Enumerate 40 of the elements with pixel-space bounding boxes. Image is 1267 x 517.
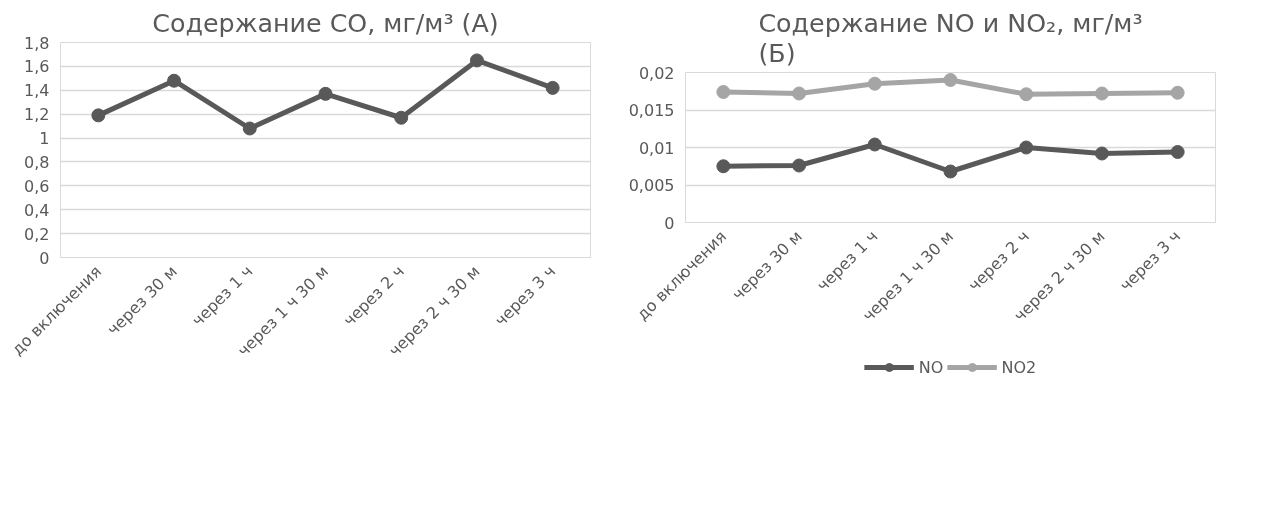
y-tick-label: 0,015 <box>628 101 675 120</box>
point <box>469 53 484 68</box>
point <box>943 73 958 87</box>
point <box>1019 140 1034 155</box>
y-tick-label: 0,02 <box>638 63 675 83</box>
point <box>1170 85 1185 100</box>
y-tick-label: 0,8 <box>24 152 50 172</box>
point <box>792 158 807 173</box>
chart-title: Содержание CO, мг/м³ (А) <box>152 7 499 38</box>
y-tick-label: 0 <box>664 213 675 233</box>
legend-label: NO <box>918 357 944 377</box>
y-tick-label: 1,2 <box>24 105 50 125</box>
y-tick-label: 0,005 <box>628 176 675 195</box>
point <box>1170 145 1185 159</box>
point <box>91 108 106 123</box>
y-tick-label: 1,6 <box>24 57 50 77</box>
point <box>716 159 731 174</box>
point <box>867 137 882 152</box>
y-tick-label: 1,8 <box>24 33 50 53</box>
point <box>318 86 333 101</box>
point <box>242 121 257 136</box>
y-tick-label: 0,6 <box>24 176 50 196</box>
point <box>545 80 560 95</box>
point <box>1094 86 1109 101</box>
chart-title: Содержание NO и NO₂, мг/м³ (Б) <box>758 7 1143 68</box>
point <box>394 110 409 125</box>
point <box>716 85 731 99</box>
point <box>867 76 882 91</box>
point <box>167 73 182 88</box>
y-tick-label: 0 <box>39 248 50 268</box>
y-tick-label: 0,01 <box>638 138 675 158</box>
legend-label: NO2 <box>1001 357 1037 377</box>
point <box>1094 146 1109 161</box>
point <box>792 86 807 101</box>
y-tick-label: 1,4 <box>24 81 50 101</box>
y-tick-label: 0,2 <box>24 224 50 244</box>
y-tick-label: 0,4 <box>24 200 50 220</box>
point <box>1019 87 1034 102</box>
y-tick-label: 1 <box>39 129 50 149</box>
point <box>943 164 958 179</box>
